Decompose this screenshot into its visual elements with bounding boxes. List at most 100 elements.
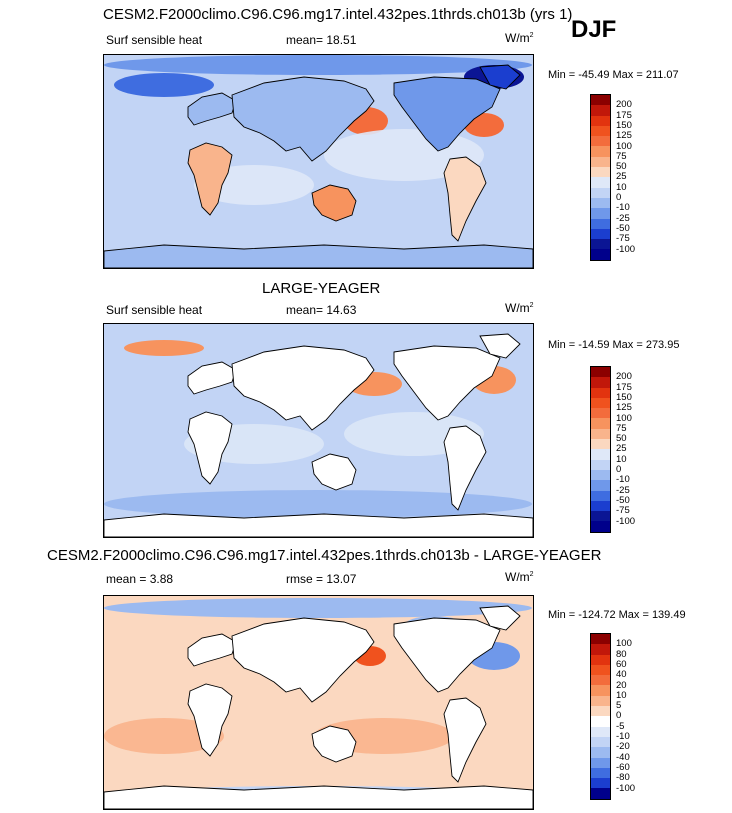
colorbar-swatch	[591, 428, 610, 440]
colorbar-swatch	[591, 634, 610, 645]
colorbar-swatch	[591, 706, 610, 717]
colorbar-tick-label: -100	[616, 782, 636, 794]
colorbar-tick-label: -75	[616, 505, 630, 517]
colorbar-tick-label: -40	[616, 751, 630, 763]
colorbar-swatch	[591, 695, 610, 707]
panel-bottom-mean: mean = 3.88	[106, 572, 173, 586]
field-contour	[124, 340, 204, 356]
colorbar-swatch	[591, 675, 610, 686]
colorbar-swatch	[591, 521, 610, 532]
colorbar-swatch	[591, 377, 610, 388]
panel-middle-mean-label: mean=	[286, 303, 324, 317]
colorbar-swatch	[591, 480, 610, 491]
colorbar-tick-label: 125	[616, 402, 632, 414]
panel-bottom-minmax: Min = -124.72 Max = 139.49	[548, 609, 686, 621]
panel-top-mean: mean= 18.51	[286, 33, 356, 47]
coastline-australia	[311, 453, 357, 491]
field-contour	[104, 55, 532, 75]
colorbar-swatch	[591, 387, 610, 398]
panel-bottom-units: W/m2	[505, 570, 534, 584]
colorbar-tick-label: 25	[616, 443, 627, 455]
colorbar-swatch	[591, 747, 610, 758]
coastline-europe	[187, 361, 237, 395]
colorbar-tick-label: -20	[616, 741, 630, 753]
panel-top-variable: Surf sensible heat	[106, 33, 203, 47]
colorbar-tick-label: 10	[616, 689, 627, 701]
panel-middle-units: W/m2	[505, 301, 534, 315]
coastline-greenland	[479, 64, 521, 90]
colorbar-swatch	[591, 95, 610, 106]
colorbar-tick-label: -25	[616, 484, 630, 496]
colorbar-swatch	[591, 167, 610, 178]
map-svg	[104, 596, 533, 809]
map-svg	[104, 324, 533, 537]
colorbar-swatch	[591, 459, 610, 470]
colorbar-tick-label: 40	[616, 669, 627, 681]
colorbar-tick-label: 80	[616, 648, 627, 660]
colorbar-tick-label: 5	[616, 700, 622, 712]
colorbar-tick-label: -50	[616, 222, 630, 234]
colorbar-swatch	[591, 757, 610, 768]
colorbar-tick-label: 200	[616, 371, 632, 383]
coastline-south-america	[443, 697, 487, 783]
coastline-north-america	[393, 345, 501, 421]
colorbar-swatches	[590, 94, 611, 261]
colorbar-tick-label: 0	[616, 464, 622, 475]
coastline-europe	[187, 633, 237, 667]
coastline-africa	[187, 142, 233, 216]
colorbar-tick-label: 10	[616, 181, 627, 193]
coastline-europe	[187, 92, 237, 126]
coastline-africa	[187, 411, 233, 485]
colorbar-tick-label: 175	[616, 381, 632, 393]
colorbar-tick-label: 200	[616, 99, 632, 111]
colorbar-swatch	[591, 664, 610, 676]
coastline-australia	[311, 725, 357, 763]
colorbar-tick-label: -60	[616, 761, 630, 773]
colorbar-tick-label: -100	[616, 515, 636, 527]
coastline-asia	[231, 345, 375, 431]
colorbar-tick-label: 20	[616, 679, 627, 691]
colorbar-swatch	[591, 146, 610, 157]
panel-bottom-mean-value: 3.88	[149, 572, 174, 586]
colorbar-swatch	[591, 716, 610, 727]
colorbar-model: 200 175 150 125 100 75 50 25 10 0 -10 -25 -50 -75 -100	[590, 94, 635, 261]
colorbar-tick-label: -50	[616, 494, 630, 506]
panel-top-units: W/m2	[505, 31, 534, 45]
coastline-asia	[231, 617, 375, 703]
colorbar-tick-label: 150	[616, 119, 632, 131]
coastline-antarctica	[104, 244, 533, 268]
coastline-north-america	[393, 76, 501, 152]
field-contour	[114, 73, 214, 97]
colorbar-swatch	[591, 469, 610, 481]
field-contour	[104, 598, 532, 618]
panel-bottom-rmse-label: rmse =	[286, 572, 324, 586]
panel-middle-mean-value: 14.63	[326, 303, 357, 317]
colorbar-swatch	[591, 654, 610, 665]
units-text: W/m	[505, 31, 530, 45]
colorbar-swatches	[590, 633, 611, 800]
colorbar-tick-label: 100	[616, 412, 632, 424]
colorbar-swatch	[591, 644, 610, 655]
colorbar-tick-label: 0	[616, 710, 622, 722]
colorbar-swatch	[591, 177, 610, 188]
coastline-greenland	[479, 605, 521, 631]
panel-bottom-mean-label: mean =	[106, 572, 147, 586]
coastline-greenland	[479, 333, 521, 359]
units-exp: 2	[529, 302, 534, 309]
colorbar-tick-label: 0	[616, 192, 622, 203]
coastline-south-america	[443, 425, 487, 511]
panel-middle-variable: Surf sensible heat	[106, 303, 203, 317]
colorbar-tick-label: 60	[616, 658, 627, 670]
colorbar-swatch	[591, 736, 610, 748]
colorbar-difference: 100 80 60 40 20 10 5 0 -5 -10 -20 -40 -60 -80 -100	[590, 633, 635, 800]
colorbar-swatch	[591, 397, 610, 409]
units-text: W/m	[505, 301, 530, 315]
colorbar-tick-label: -10	[616, 202, 630, 214]
colorbar-swatch	[591, 208, 610, 219]
colorbar-swatch	[591, 197, 610, 209]
colorbar-swatch	[591, 511, 610, 522]
colorbar-swatch	[591, 125, 610, 137]
panel-middle-minmax: Min = -14.59 Max = 273.95	[548, 339, 680, 351]
colorbar-swatch	[591, 249, 610, 260]
map-model	[103, 54, 534, 269]
